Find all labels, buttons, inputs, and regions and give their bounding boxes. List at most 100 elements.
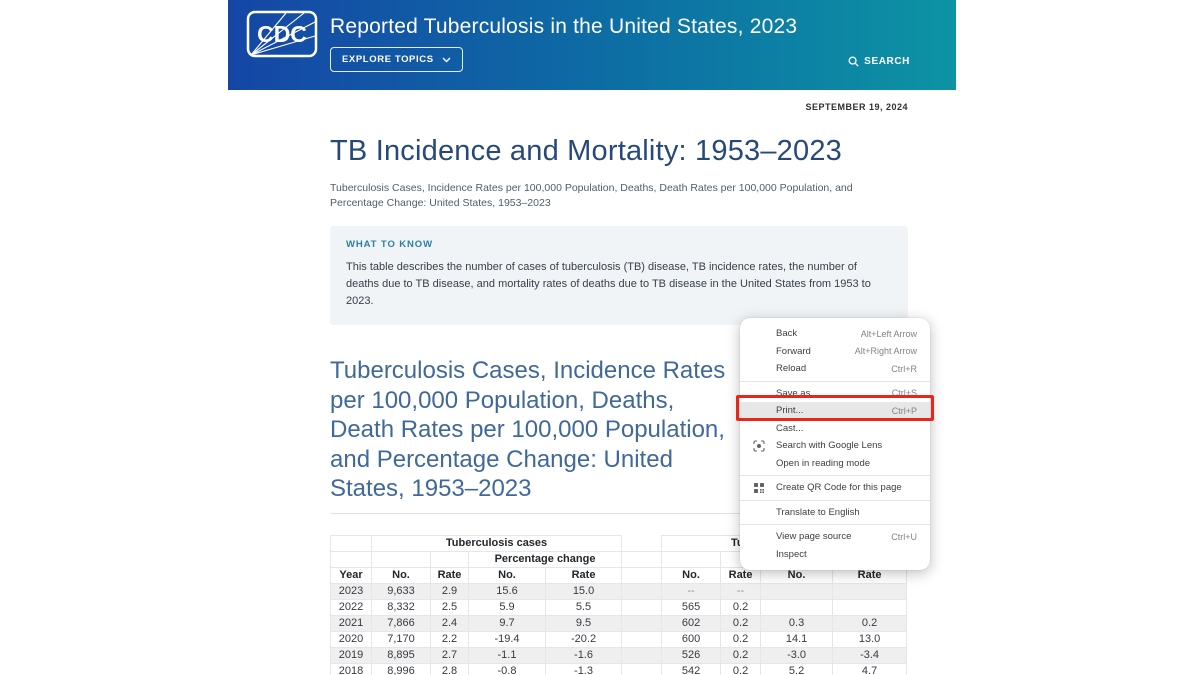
what-to-know-label: WHAT TO KNOW	[346, 239, 433, 250]
svg-text:CDC: CDC	[257, 21, 307, 47]
year-cell: 2021	[330, 614, 372, 632]
menu-item-cast[interactable]: Cast...	[740, 420, 930, 438]
page-title: TB Incidence and Mortality: 1953–2023	[330, 135, 842, 167]
col-header-no: No.	[661, 566, 722, 584]
value-cell: 600	[661, 630, 722, 648]
spacer-cell	[621, 630, 663, 648]
menu-item-search-with-google-lens[interactable]: Search with Google Lens	[740, 437, 930, 455]
section-title: Tuberculosis Cases, Incidence Rates per …	[330, 357, 726, 502]
value-cell: 5.2	[760, 662, 834, 675]
table-row: 2020 7,170 2.2 -19.4 -20.2 600 0.2 14.1 13.0	[330, 630, 908, 648]
menu-separator	[740, 475, 930, 476]
site-header: CDC Reported Tuberculosis in the United …	[228, 0, 956, 90]
menu-separator	[740, 499, 930, 501]
section-divider	[330, 512, 908, 514]
year-cell: 2023	[330, 582, 372, 600]
spacer-cell	[621, 582, 663, 600]
value-cell: --	[661, 582, 722, 600]
search-button[interactable]: SEARCH	[848, 56, 910, 67]
value-cell: -0.8	[468, 662, 546, 675]
col-header-pc-rate: Rate	[832, 566, 908, 584]
value-cell: 15.6	[468, 582, 546, 600]
menu-item-open-in-reading-mode[interactable]: Open in reading mode	[740, 455, 930, 473]
header-blank	[430, 550, 469, 568]
menu-item-view-page-source[interactable]: View page source Ctrl+U	[740, 528, 930, 546]
table-row: 2023 9,633 2.9 15.6 15.0 -- --	[330, 582, 908, 600]
value-cell: 542	[661, 662, 722, 675]
value-cell	[832, 598, 908, 616]
explore-topics-button[interactable]: EXPLORE TOPICS	[330, 47, 463, 72]
header-blank	[371, 550, 431, 568]
menu-item-shortcut: Ctrl+S	[891, 388, 917, 399]
menu-item-label: Cast...	[776, 422, 804, 434]
header-blank	[330, 550, 372, 568]
menu-item-translate-to-english[interactable]: Translate to English	[740, 504, 930, 522]
spacer-cell	[621, 535, 663, 552]
google-lens-icon	[753, 440, 765, 452]
menu-separator	[740, 380, 930, 382]
cdc-logo-icon: CDC	[246, 10, 318, 58]
table-row: 2022 8,332 2.5 5.9 5.5 565 0.2	[330, 598, 908, 616]
value-cell: 8,895	[371, 646, 431, 664]
cdc-webpage: CDC Reported Tuberculosis in the United …	[228, 0, 956, 675]
site-title: Reported Tuberculosis in the United Stat…	[330, 15, 798, 38]
value-cell: -20.2	[544, 630, 623, 648]
col-header-year: Year	[330, 566, 372, 584]
tb-data-table: Tuberculosis cases Tuberculosis deaths P…	[330, 534, 908, 675]
menu-item-create-qr-code-for-this-page[interactable]: Create QR Code for this page	[740, 479, 930, 497]
menu-separator	[740, 524, 930, 525]
article-content: SEPTEMBER 19, 2024 TB Incidence and Mort…	[228, 102, 956, 675]
menu-item-back[interactable]: Back Alt+Left Arrow	[740, 325, 930, 343]
spacer-cell	[621, 551, 663, 568]
year-cell: 2018	[330, 662, 372, 675]
value-cell: 9.5	[544, 614, 623, 632]
table-row: 2021 7,866 2.4 9.7 9.5 602 0.2 0.3 0.2	[330, 614, 908, 632]
qr-code-icon	[753, 482, 765, 494]
menu-item-label: Create QR Code for this page	[776, 482, 902, 494]
search-icon	[848, 56, 859, 67]
spacer-cell	[621, 598, 663, 616]
value-cell: 565	[661, 598, 722, 616]
spacer-cell	[621, 614, 663, 632]
menu-item-print[interactable]: Print... Ctrl+P	[740, 402, 930, 420]
menu-item-label: Search with Google Lens	[776, 440, 883, 452]
col-header-no: No.	[371, 566, 431, 584]
value-cell: 8,332	[371, 598, 431, 616]
header-blank	[661, 550, 722, 568]
menu-item-shortcut: Ctrl+P	[891, 405, 917, 416]
value-cell: -1.6	[544, 646, 623, 664]
value-cell: -19.4	[468, 630, 546, 648]
value-cell: -1.1	[468, 646, 546, 664]
year-cell: 2022	[330, 598, 372, 616]
cdc-logo[interactable]: CDC	[246, 10, 318, 63]
menu-item-shortcut: Alt+Left Arrow	[860, 328, 917, 339]
value-cell: 5.5	[544, 598, 623, 616]
menu-item-label: Back	[776, 328, 798, 340]
menu-item-save-as[interactable]: Save as... Ctrl+S	[740, 385, 930, 403]
value-cell: 0.2	[720, 662, 762, 675]
value-cell: 0.2	[832, 614, 908, 632]
value-cell: 0.3	[760, 614, 834, 632]
value-cell: --	[720, 582, 762, 600]
header-blank	[330, 534, 372, 552]
table-row: 2018 8,996 2.8 -0.8 -1.3 542 0.2 5.2 4.7	[330, 662, 908, 675]
value-cell	[760, 598, 834, 616]
menu-item-reload[interactable]: Reload Ctrl+R	[740, 360, 930, 378]
menu-item-label: Print...	[776, 405, 804, 417]
page-subtitle: Tuberculosis Cases, Incidence Rates per …	[330, 182, 853, 209]
value-cell: -3.4	[832, 646, 908, 664]
chevron-down-icon	[442, 57, 451, 62]
table-row: 2019 8,895 2.7 -1.1 -1.6 526 0.2 -3.0 -3.4	[330, 646, 908, 664]
group-header-cases: Tuberculosis cases	[370, 534, 623, 552]
value-cell: 2.8	[430, 662, 469, 675]
menu-item-label: Translate to English	[776, 506, 860, 518]
menu-item-forward[interactable]: Forward Alt+Right Arrow	[740, 343, 930, 361]
value-cell: 13.0	[832, 630, 908, 648]
menu-item-inspect[interactable]: Inspect	[740, 546, 930, 564]
explore-topics-label: EXPLORE TOPICS	[342, 54, 434, 65]
spacer-cell	[621, 567, 663, 584]
tb-table-body: 2023 9,633 2.9 15.6 15.0 -- -- 2022 8,332 2.5 5.9 5…	[330, 582, 908, 675]
menu-item-label: View page source	[776, 531, 852, 543]
value-cell: 5.9	[468, 598, 546, 616]
value-cell	[760, 582, 834, 600]
